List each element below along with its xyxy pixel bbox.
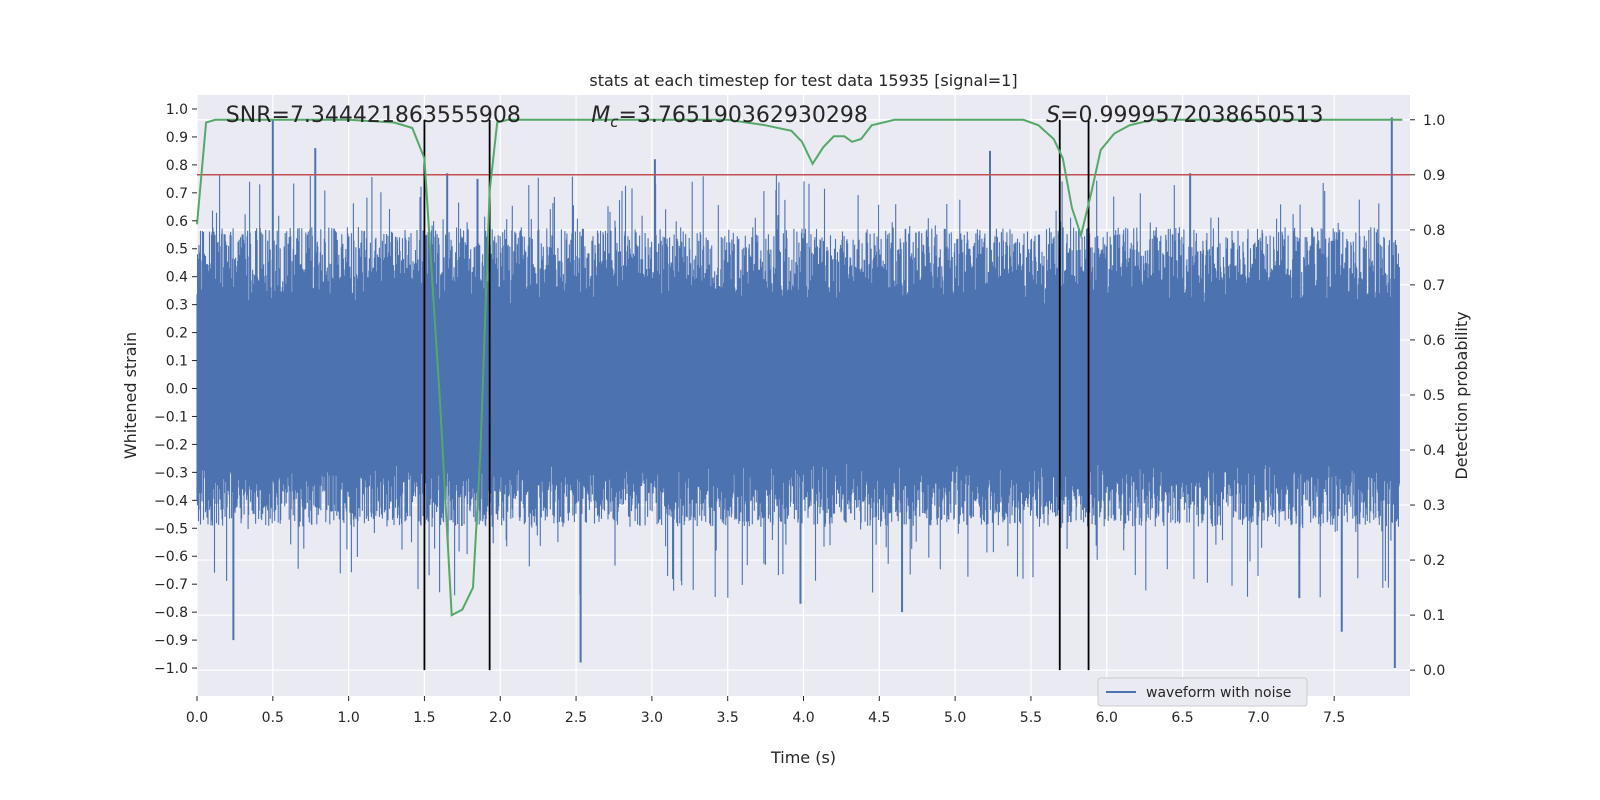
legend: waveform with noise xyxy=(1097,677,1308,707)
x-tick-label-15: 7.5 xyxy=(1323,710,1345,726)
legend-box xyxy=(1097,677,1308,707)
waveform-series xyxy=(196,117,1400,669)
y2-tick-label-5: 0.5 xyxy=(1423,388,1445,404)
x-tick-label-10: 5.0 xyxy=(944,710,966,726)
y-tick-label-0: 1.0 xyxy=(166,102,188,118)
axis-ticks: 0.0 0.5 1.0 1.5 2.0 2.5 3.0 3.5 4.0 4.5 5.0 5.5 6.0 6… xyxy=(154,102,1445,726)
y-tick-label-17: −0.7 xyxy=(154,577,188,593)
x-tick-label-1: 0.5 xyxy=(262,710,284,726)
y-tick-label-18: −0.8 xyxy=(154,605,188,621)
y-tick-label-14: −0.4 xyxy=(154,493,188,509)
y2-tick-label-10: 0.0 xyxy=(1423,663,1445,679)
chirp-mass-symbol: M xyxy=(591,103,610,128)
x-axis-label: Time (s) xyxy=(770,748,836,767)
y-tick-label-15: −0.5 xyxy=(154,521,188,537)
waveform-core xyxy=(197,332,1400,445)
y2-axis-label: Detection probability xyxy=(1452,311,1471,479)
y-tick-label-12: −0.2 xyxy=(154,437,188,453)
x-tick-label-12: 6.0 xyxy=(1096,710,1118,726)
x-tick-label-5: 2.5 xyxy=(565,710,587,726)
y2-tick-label-0: 1.0 xyxy=(1423,113,1445,129)
x-tick-label-2: 1.0 xyxy=(337,710,359,726)
x-tick-label-6: 3.0 xyxy=(641,710,663,726)
x-tick-label-13: 6.5 xyxy=(1171,710,1193,726)
y-tick-label-2: 0.8 xyxy=(166,158,188,174)
x-tick-label-7: 3.5 xyxy=(717,710,739,726)
y-tick-label-20: −1.0 xyxy=(154,661,188,677)
y2-tick-label-1: 0.9 xyxy=(1423,168,1445,184)
detection-stat-annotation: S=0.9999572038650513 xyxy=(1046,103,1323,128)
y-tick-label-13: −0.3 xyxy=(154,465,188,481)
y2-tick-label-9: 0.1 xyxy=(1423,608,1445,624)
y2-tick-label-7: 0.3 xyxy=(1423,498,1445,514)
y-tick-label-9: 0.1 xyxy=(166,354,188,370)
x-tick-label-9: 4.5 xyxy=(868,710,890,726)
chirp-mass-annotation: Mc=3.765190362930298 xyxy=(591,103,868,131)
snr-annotation: SNR=7.344421863555908 xyxy=(226,103,521,128)
x-tick-label-8: 4.0 xyxy=(792,710,814,726)
y-tick-label-5: 0.5 xyxy=(166,242,188,258)
y2-tick-label-8: 0.2 xyxy=(1423,553,1445,569)
legend-label-waveform: waveform with noise xyxy=(1146,685,1291,701)
x-tick-label-14: 7.0 xyxy=(1247,710,1269,726)
probability-series xyxy=(196,118,1403,617)
detection-stat-value: =0.9999572038650513 xyxy=(1060,103,1323,128)
y-tick-label-7: 0.3 xyxy=(166,298,188,314)
y-tick-label-3: 0.7 xyxy=(166,186,188,202)
y-tick-label-10: 0.0 xyxy=(166,382,188,398)
y-tick-label-19: −0.9 xyxy=(154,633,188,649)
y-tick-label-11: −0.1 xyxy=(154,409,188,425)
y-tick-label-8: 0.2 xyxy=(166,326,188,342)
y2-tick-label-2: 0.8 xyxy=(1423,223,1445,239)
x-tick-label-3: 1.5 xyxy=(413,710,435,726)
detection-stat-symbol: S xyxy=(1046,103,1060,128)
x-tick-label-11: 5.5 xyxy=(1020,710,1042,726)
probability-curve xyxy=(196,118,1403,617)
chirp-mass-value: =3.765190362930298 xyxy=(618,103,867,128)
y-tick-label-16: −0.6 xyxy=(154,549,188,565)
x-tick-label-4: 2.0 xyxy=(489,710,511,726)
y2-tick-label-4: 0.6 xyxy=(1423,333,1445,349)
x-tick-label-0: 0.0 xyxy=(186,710,208,726)
y-axis-label: Whitened strain xyxy=(121,332,140,459)
y-tick-label-1: 0.9 xyxy=(166,130,188,146)
y2-tick-label-3: 0.7 xyxy=(1423,278,1445,294)
y2-tick-label-6: 0.4 xyxy=(1423,443,1445,459)
y-tick-label-4: 0.6 xyxy=(166,214,188,230)
chart-title: stats at each timestep for test data 159… xyxy=(589,71,1017,90)
y-tick-label-6: 0.4 xyxy=(166,270,188,286)
chirp-mass-subscript: c xyxy=(610,113,619,131)
